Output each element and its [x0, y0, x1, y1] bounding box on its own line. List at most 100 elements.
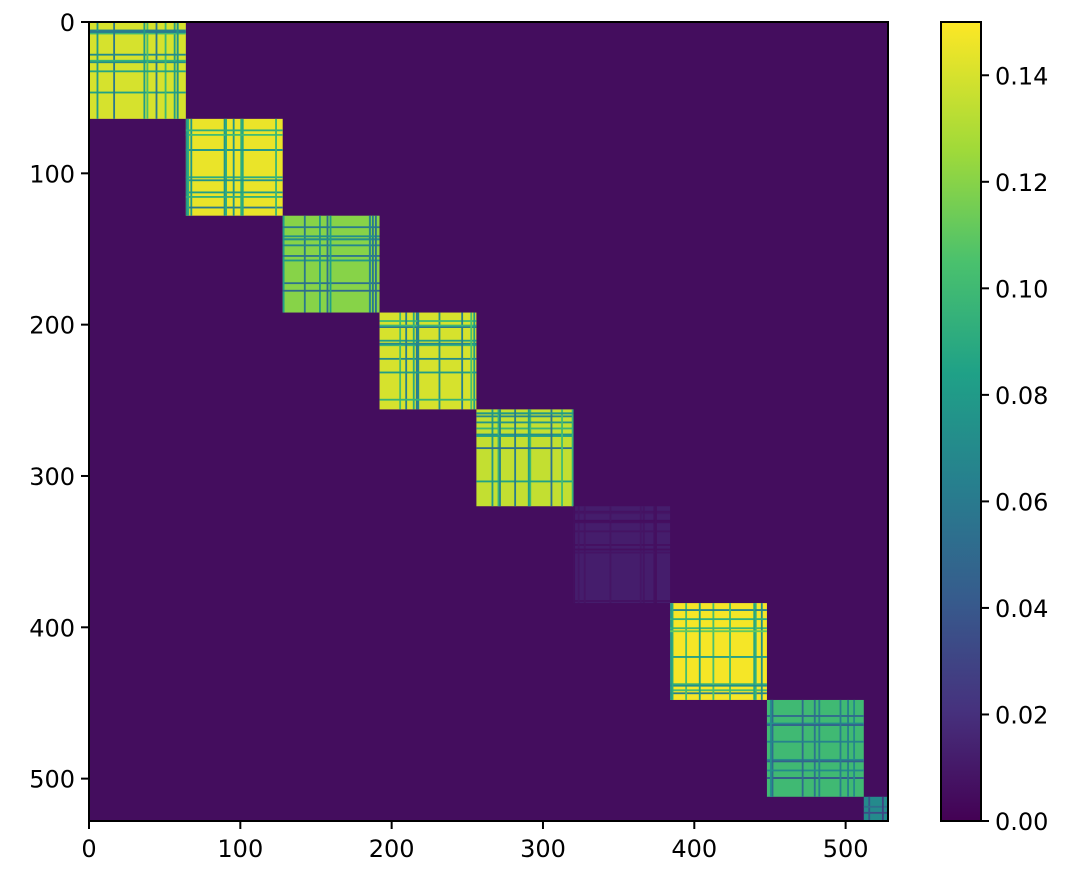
heatmap-col-stripe [654, 506, 657, 604]
heatmap-col-stripe [497, 409, 500, 507]
heatmap-row-stripe [89, 70, 186, 73]
heatmap-col-stripe [769, 699, 772, 797]
heatmap-col-stripe [499, 409, 501, 507]
colorbar-tick-label: 0.00 [995, 808, 1048, 836]
heatmap-col-stripe [801, 699, 804, 797]
heatmap-row-stripe [476, 435, 574, 437]
heatmap-col-stripe [712, 603, 715, 700]
heatmap-col-stripe [223, 118, 226, 216]
colorbar-tick-label: 0.08 [995, 382, 1048, 410]
heatmap-row-stripe [766, 740, 864, 743]
heatmap-col-stripe [514, 409, 517, 507]
heatmap-col-stripe [729, 603, 731, 700]
heatmap-col-stripe [329, 215, 332, 313]
heatmap-row-stripe [670, 689, 767, 692]
heatmap-col-stripe [461, 312, 464, 410]
heatmap-col-stripe [818, 699, 821, 797]
heatmap-block [379, 312, 477, 410]
heatmap-row-stripe [476, 412, 574, 415]
heatmap-col-stripe [561, 409, 563, 507]
heatmap-row-stripe [670, 683, 767, 686]
heatmap-row-stripe [670, 609, 767, 611]
x-tick-label: 500 [823, 835, 869, 863]
x-tick-label: 300 [520, 835, 566, 863]
heatmap-row-stripe [379, 342, 477, 345]
heatmap-col-stripe [754, 603, 757, 700]
heatmap-col-stripe [609, 506, 612, 604]
heatmap-row-stripe [185, 129, 283, 132]
heatmap-col-stripe [282, 215, 285, 313]
colorbar-tick-label: 0.06 [995, 488, 1048, 516]
heatmap-cells [89, 22, 888, 821]
heatmap-col-stripe [529, 409, 532, 507]
heatmap-row-stripe [379, 320, 477, 322]
heatmap-row-stripe [766, 777, 864, 779]
heatmap-row-stripe [670, 618, 767, 621]
heatmap-row-stripe [379, 371, 477, 374]
y-tick-label: 200 [29, 312, 75, 340]
heatmap-col-stripe [415, 312, 418, 410]
heatmap-row-stripe [670, 684, 767, 687]
y-tick-label: 100 [29, 160, 75, 188]
colorbar-axis: 0.00 0.02 0.04 0.06 0.08 0.10 0.12 0.14 [981, 62, 1048, 836]
heatmap-col-stripe [653, 506, 656, 604]
heatmap-row-stripe [573, 600, 671, 602]
heatmap-row-stripe [670, 656, 767, 658]
heatmap-col-stripe [639, 506, 642, 604]
heatmap-row-stripe [766, 760, 864, 763]
heatmap-col-stripe [698, 603, 701, 700]
x-tick-label: 0 [81, 835, 96, 863]
heatmap-col-stripe [642, 506, 645, 604]
heatmap-row-stripe [89, 59, 186, 62]
y-tick-label: 0 [60, 9, 75, 37]
heatmap-col-stripe [868, 796, 871, 821]
heatmap-row-stripe [89, 29, 186, 32]
colorbar-tick-label: 0.12 [995, 169, 1048, 197]
heatmap-col-stripe [760, 603, 763, 700]
heatmap-col-stripe [303, 215, 306, 313]
heatmap-row-stripe [573, 530, 671, 533]
heatmap-row-stripe [670, 627, 767, 630]
heatmap-row-stripe [185, 179, 283, 182]
heatmap-col-stripe [326, 215, 329, 313]
heatmap-col-stripe [491, 409, 494, 507]
heatmap-row-stripe [89, 61, 186, 64]
heatmap-col-stripe [371, 215, 374, 313]
heatmap-col-stripe [847, 699, 849, 797]
heatmap-block [863, 796, 888, 821]
heatmap-row-stripe [89, 91, 186, 94]
heatmap-row-stripe [476, 415, 574, 418]
heatmap-col-stripe [470, 312, 473, 410]
heatmap-row-stripe [379, 344, 477, 347]
heatmap-col-stripe [412, 312, 415, 410]
y-tick-label: 300 [29, 463, 75, 491]
heatmap-row-stripe [379, 339, 477, 342]
heatmap-row-stripe [476, 427, 574, 430]
heatmap-row-stripe [379, 326, 477, 328]
y-tick-label: 400 [29, 614, 75, 642]
heatmap-row-stripe [89, 31, 186, 33]
colorbar-tick-label: 0.02 [995, 701, 1048, 729]
heatmap-col-stripe [405, 312, 408, 410]
heatmap-row-stripe [476, 433, 574, 436]
heatmap-row-stripe [573, 521, 671, 524]
colorbar [940, 21, 982, 822]
heatmap-row-stripe [476, 480, 574, 483]
heatmap-col-stripe [240, 118, 243, 216]
heatmap-row-stripe [185, 196, 283, 198]
y-axis: 0 100 200 300 400 500 [29, 9, 89, 794]
heatmap-col-stripe [187, 118, 190, 216]
heatmap-row-stripe [863, 811, 888, 814]
heatmap-col-stripe [577, 506, 580, 604]
x-tick-label: 200 [369, 835, 415, 863]
heatmap-col-stripe [417, 312, 420, 410]
x-tick-label: 100 [217, 835, 263, 863]
heatmap-row-stripe [766, 724, 864, 726]
heatmap-col-stripe [143, 22, 146, 119]
heatmap-row-stripe [89, 53, 186, 56]
heatmap-row-stripe [379, 398, 477, 401]
heatmap-col-stripe [671, 603, 674, 700]
heatmap-col-stripe [399, 312, 402, 410]
heatmap-row-stripe [379, 324, 477, 327]
